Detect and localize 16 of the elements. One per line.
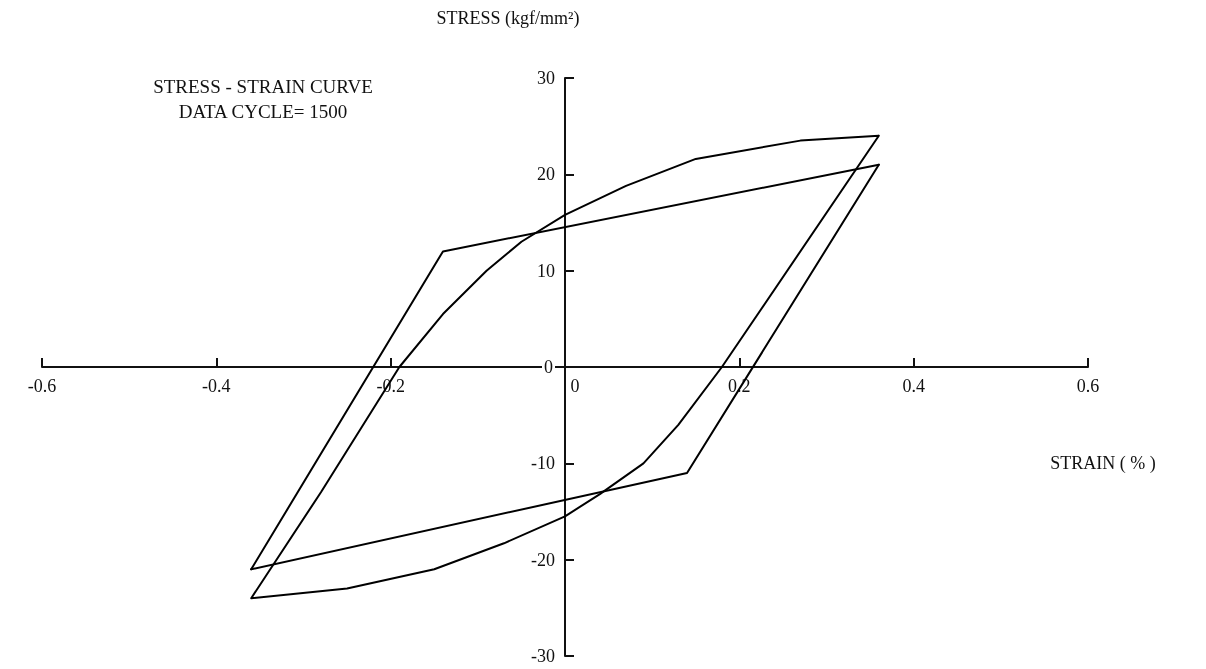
y-tick-label: 30	[537, 68, 555, 88]
y-axis-title: STRESS (kgf/mm²)	[436, 8, 580, 29]
y-tick-label: -30	[531, 646, 555, 666]
y-tick-label: 0	[544, 357, 553, 377]
x-tick-label: 0.4	[902, 376, 925, 396]
y-tick-label: 20	[537, 164, 555, 185]
y-tick-label: 10	[537, 260, 555, 281]
y-tick-label: -10	[531, 453, 555, 474]
y-tick-label: -20	[531, 549, 555, 570]
x-tick-label: -0.6	[27, 376, 57, 396]
x-tick-label: 0.6	[1076, 376, 1100, 396]
x-axis-title: STRAIN ( % )	[1050, 453, 1156, 474]
x-tick-label: 0	[570, 376, 580, 396]
text: DATA CYCLE= 1500	[178, 101, 348, 122]
x-tick-label: -0.4	[202, 376, 231, 396]
chart-title: STRESS - STRAIN CURVE	[153, 76, 373, 97]
